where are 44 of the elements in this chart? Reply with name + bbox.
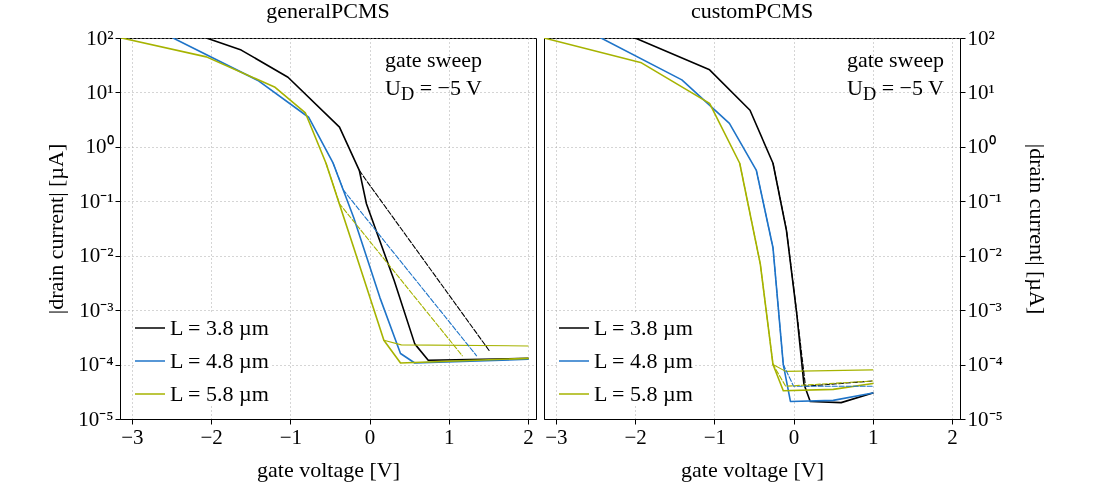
- y-tick-label: 10⁰: [85, 134, 114, 159]
- y-tick-label: 10⁻⁴: [967, 352, 1003, 377]
- y-tick-label: 10⁻³: [967, 297, 1002, 322]
- chart-title: customPCMS: [690, 0, 814, 23]
- y-axis-title: |drain current| [µA]: [43, 143, 69, 315]
- legend-label: L = 5.8 µm: [594, 381, 693, 406]
- y-tick-label: 10⁻³: [79, 297, 114, 322]
- y-tick-label: 10¹: [967, 79, 995, 104]
- y-tick-label: 10⁻¹: [967, 188, 1002, 213]
- y-tick-label: 10⁻²: [967, 243, 1002, 268]
- x-axis-title: gate voltage [V]: [681, 456, 824, 482]
- y-tick-label: 10⁻²: [79, 243, 114, 268]
- annotation: gate sweep: [845, 46, 944, 74]
- legend-label: L = 4.8 µm: [594, 348, 693, 373]
- y-axis-title: |drain current| [µA]: [1024, 143, 1050, 315]
- x-tick-label: −3: [545, 424, 568, 449]
- y-tick-label: 10⁻¹: [79, 188, 114, 213]
- y-tick-label: 10²: [86, 25, 114, 50]
- x-tick-label: 2: [947, 424, 958, 449]
- y-tick-label: 10⁻⁵: [78, 406, 114, 431]
- y-tick-label: 10⁰: [967, 134, 996, 159]
- legend-label: L = 4.8 µm: [170, 348, 269, 373]
- y-tick-label: 10⁻⁵: [967, 406, 1003, 431]
- x-tick-label: −1: [703, 424, 727, 449]
- legend-label: L = 5.8 µm: [170, 381, 269, 406]
- x-tick-label: −1: [279, 424, 303, 449]
- y-tick-label: 10¹: [86, 79, 114, 104]
- annotation: U$_{D}$ = −5 V: [846, 74, 944, 107]
- x-tick-label: 1: [444, 424, 455, 449]
- y-tick-label: 10²: [967, 25, 995, 50]
- legend-label: L = 3.8 µm: [170, 315, 269, 340]
- x-tick-label: −2: [200, 424, 223, 449]
- x-tick-label: 0: [788, 424, 800, 449]
- annotation: gate sweep: [384, 47, 482, 72]
- x-tick-label: −3: [121, 424, 144, 449]
- x-tick-label: 2: [523, 424, 534, 449]
- y-tick-label: 10⁻⁴: [78, 352, 114, 377]
- x-tick-label: 1: [868, 424, 879, 449]
- chart-title: generalPCMS: [266, 0, 390, 23]
- legend-label: L = 3.8 µm: [594, 315, 693, 340]
- x-axis-title: gate voltage [V]: [257, 456, 400, 482]
- x-tick-label: 0: [364, 424, 376, 449]
- annotation: U$_{D}$ = −5 V: [385, 75, 482, 105]
- x-tick-label: −2: [624, 424, 647, 449]
